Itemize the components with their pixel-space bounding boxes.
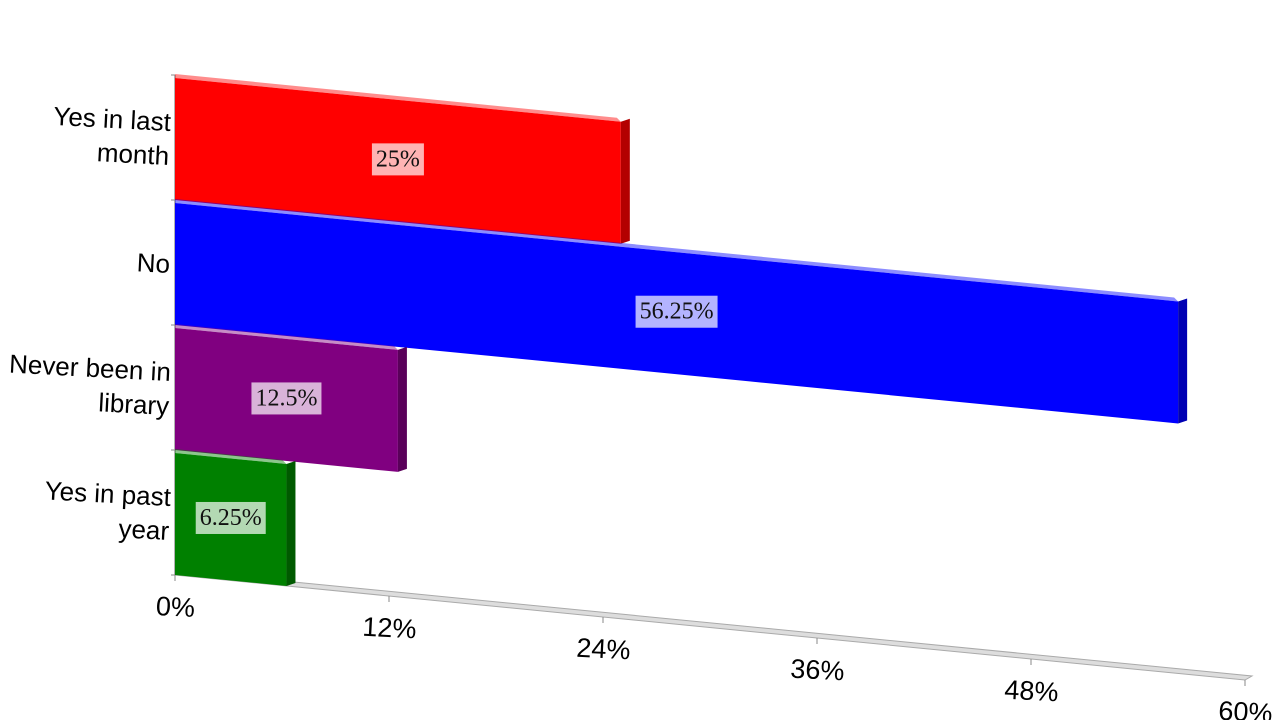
x-tick-label: 0% xyxy=(155,591,196,623)
y-tick-label: Never been in library xyxy=(8,348,172,421)
y-tick-label: Yes in past year xyxy=(44,475,172,546)
value-label: 25% xyxy=(376,146,420,172)
value-label: 6.25% xyxy=(200,505,262,531)
value-label: 56.25% xyxy=(640,299,714,325)
bar-top xyxy=(175,449,287,464)
bar-side xyxy=(620,118,630,244)
value-label: 12.5% xyxy=(255,385,317,411)
x-tick-label: 36% xyxy=(790,654,846,687)
bar-top xyxy=(175,324,398,350)
x-tick-label: 12% xyxy=(362,612,418,645)
value-label-bg xyxy=(195,501,266,534)
bar-side xyxy=(397,346,407,472)
x-tick-label: 60% xyxy=(1218,696,1274,720)
value-label-bg xyxy=(251,382,322,415)
value-label-bg xyxy=(635,295,718,328)
bar-top xyxy=(175,74,621,122)
floor xyxy=(173,570,1254,681)
x-tick-label: 24% xyxy=(576,633,632,666)
y-tick-label: Yes in last month xyxy=(52,100,172,171)
bar-top xyxy=(175,199,1179,302)
value-label-bg xyxy=(371,143,424,176)
bar-side xyxy=(286,460,296,586)
x-tick-label: 48% xyxy=(1004,675,1060,708)
bar-side xyxy=(1178,298,1188,424)
